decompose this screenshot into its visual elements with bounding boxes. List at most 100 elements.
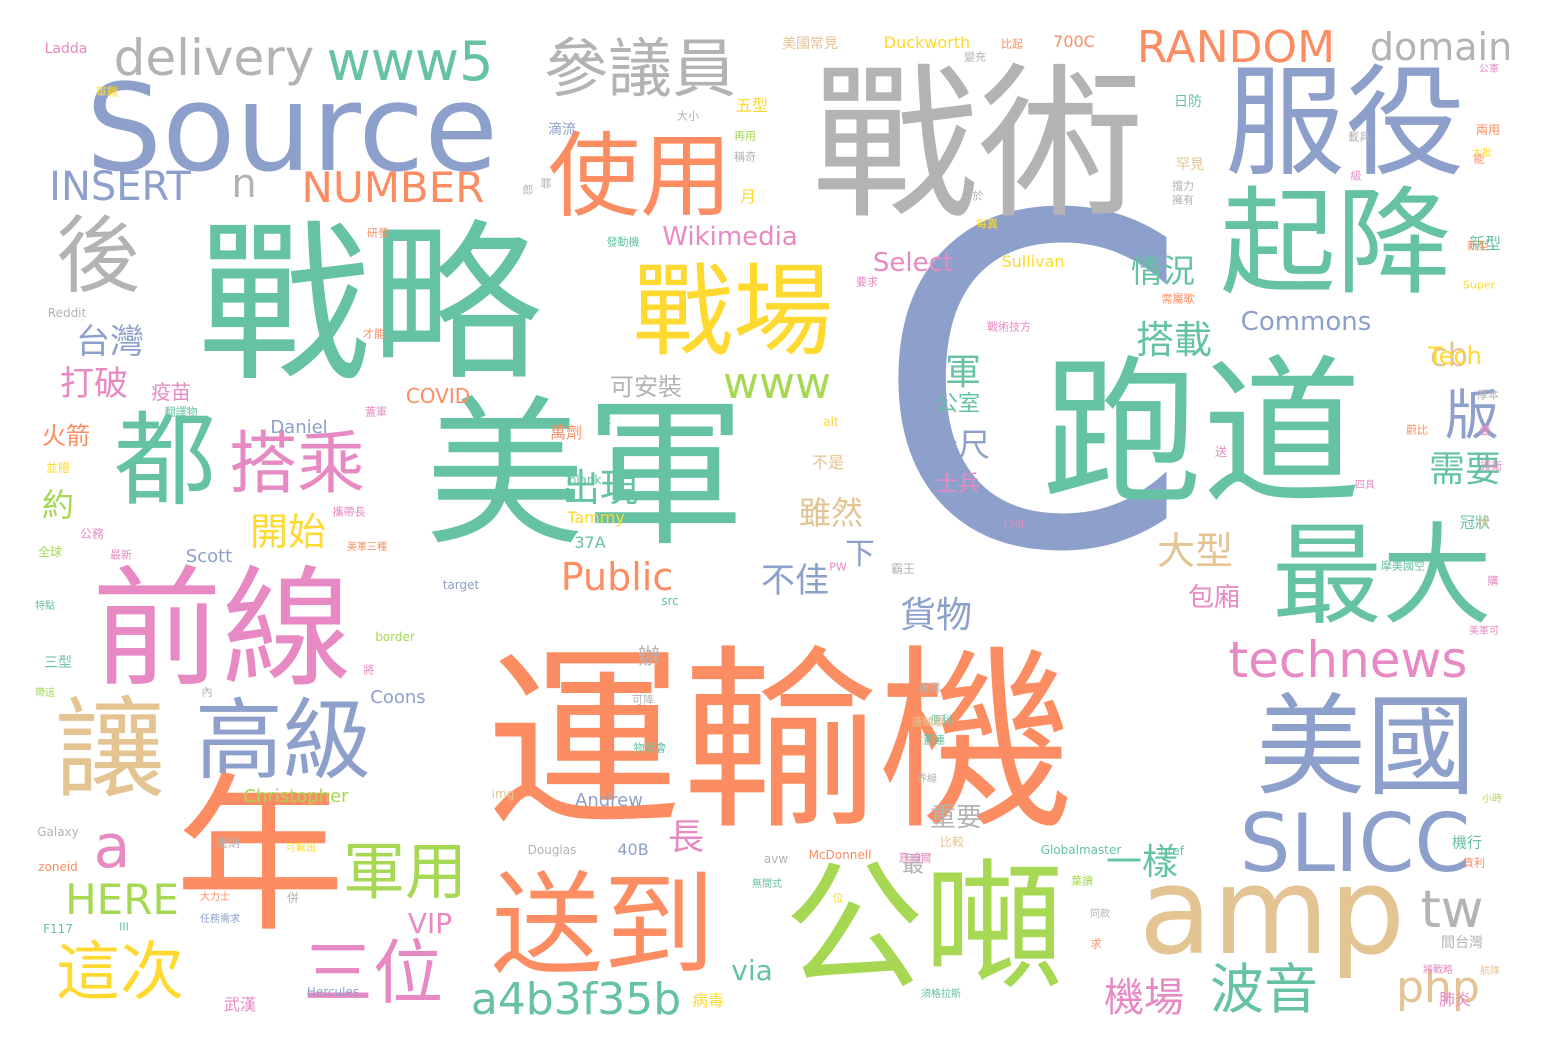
word-cloud-word: 內 (201, 685, 213, 699)
word-cloud-word: McDonnell (808, 848, 872, 862)
word-cloud-word: Scott (185, 546, 233, 567)
word-cloud-word: 要求 (856, 275, 878, 289)
word-cloud-word: border (375, 630, 415, 644)
word-cloud-word: 能 (1473, 152, 1485, 166)
word-cloud-word: Reddit (47, 306, 87, 320)
word-cloud-word: 參議員 (544, 33, 736, 107)
word-cloud-word: 蓮爛 (918, 681, 940, 695)
word-cloud-word: 40B (617, 840, 649, 859)
word-cloud-word: 大批 (1472, 148, 1492, 159)
word-cloud-word: 任務需求 (200, 914, 240, 925)
word-cloud-word: Duckworth (883, 33, 971, 52)
word-cloud-word: Ladda (44, 41, 88, 57)
word-cloud-word: 新型 (1468, 234, 1502, 253)
word-cloud-word: 罕見 (1176, 157, 1204, 173)
word-cloud-word: 真威爾 (898, 851, 932, 865)
word-cloud-word: INSERT (49, 164, 191, 210)
word-cloud-word: a (93, 812, 131, 882)
word-cloud-word: 並贈 (45, 461, 71, 475)
word-cloud-word: 需屬歌 (1161, 292, 1195, 306)
word-cloud-word: 需要 (1428, 449, 1502, 490)
word-cloud-word: 罪 (540, 177, 552, 191)
word-cloud-word: 航隊 (1480, 966, 1500, 977)
word-cloud-word: 跑道 (1041, 340, 1363, 527)
word-cloud-word: 厚本 (1477, 388, 1499, 402)
word-cloud-word: 再用 (734, 129, 756, 143)
word-cloud-word: Select (872, 248, 954, 278)
word-cloud-word: 機行 (1451, 833, 1483, 852)
word-cloud-word: VIP (407, 907, 453, 940)
word-cloud-word: 載具 (1348, 130, 1370, 144)
word-cloud-word: 機場 (1104, 975, 1184, 1021)
word-cloud-word: 蓋軍 (365, 405, 387, 419)
word-cloud-word: 戰場 (633, 253, 833, 370)
word-cloud-word: 出現 (561, 466, 639, 510)
word-cloud-word: domain (1369, 25, 1513, 69)
word-cloud-word: 不佳 (761, 561, 829, 601)
word-cloud-word: 重要 (929, 803, 983, 833)
word-cloud-word: Source (85, 60, 499, 199)
word-cloud-word: R隊 (1020, 233, 1040, 247)
word-cloud-word: 服役 (1225, 54, 1465, 193)
word-cloud-word: 攜帶長 (332, 505, 366, 519)
word-cloud-word: 使用 (547, 123, 733, 230)
word-cloud-word: Hercules (306, 985, 360, 999)
word-cloud-word: 37A (574, 533, 606, 552)
word-cloud-word: 武漢 (223, 995, 257, 1014)
word-cloud-word: 全球 (37, 545, 63, 559)
word-cloud-word: 於 (972, 189, 984, 203)
word-cloud-word: 700C (1053, 32, 1095, 51)
word-cloud-word: 運輸機 (485, 629, 1075, 857)
word-cloud-word: 稱奇 (734, 150, 756, 164)
word-cloud-word: 比較 (939, 835, 965, 849)
word-cloud-word: alt (823, 415, 839, 429)
word-cloud-word: 打破 (60, 364, 128, 404)
word-cloud-word: Andrew (575, 790, 643, 811)
word-cloud-word: Tech (1428, 342, 1482, 370)
word-cloud-word: blank (568, 473, 602, 487)
word-cloud-word: 每異 (976, 217, 998, 231)
word-cloud-word: 情況 (1130, 252, 1196, 290)
word-cloud-word: 開始 (249, 510, 327, 554)
word-cloud-word: target (442, 578, 480, 592)
word-cloud-word: 級 (1350, 169, 1362, 183)
word-cloud-word: 搭乘 (228, 425, 366, 504)
word-cloud-word: 無間式 (752, 879, 782, 890)
word-cloud-word: RANDOM (1136, 22, 1336, 73)
word-cloud-word: 郎 (522, 183, 534, 197)
word-cloud-word: 四具 (1355, 480, 1375, 491)
word-cloud-word: 公務 (79, 527, 105, 541)
word-cloud-word: 最大 (1272, 512, 1492, 640)
word-cloud-word: 美軍三種 (347, 542, 387, 553)
word-cloud-word: 不是 (811, 453, 845, 472)
word-cloud-word: 翻譯物 (164, 405, 198, 419)
word-cloud-word: 物資會 (633, 741, 667, 755)
word-cloud-word: 兩用 (1475, 123, 1501, 137)
word-cloud-word: 軍用 (342, 835, 468, 908)
word-cloud-word: 波音 (1210, 958, 1318, 1021)
word-cloud-word: SLICC (1239, 797, 1471, 890)
word-cloud-word: Douglas (527, 843, 577, 857)
word-cloud-word: technews (1228, 631, 1468, 689)
word-cloud-word: 唐納 (215, 836, 241, 850)
word-cloud-word: 界線 (917, 774, 937, 785)
word-cloud-word: 擋力 (1172, 179, 1194, 193)
word-cloud-word: 將 (363, 663, 375, 677)
word-cloud-word: COVID (405, 384, 471, 408)
word-cloud-word: 運輸量 (911, 715, 945, 729)
word-cloud-word: 公室 (935, 392, 981, 417)
word-cloud-word: www (723, 358, 831, 409)
word-cloud-word: 冠狀 (1459, 513, 1491, 532)
word-cloud-word: 戰術 (812, 49, 1144, 242)
word-cloud-word: 同款 (1090, 909, 1110, 920)
word-cloud-word: 萬劑 (549, 423, 583, 442)
word-cloud-word: 戰略 (198, 204, 542, 405)
word-cloud-word: 肺炎 (1438, 990, 1472, 1009)
word-cloud-word: Coons (370, 687, 426, 708)
word-cloud-word: Public (560, 555, 674, 599)
word-cloud-word: 美國常見 (782, 36, 838, 52)
word-cloud-word: 日防 (1174, 94, 1202, 110)
word-cloud-word: 火箭 (42, 422, 90, 450)
word-cloud-word: 軍 (944, 352, 982, 393)
